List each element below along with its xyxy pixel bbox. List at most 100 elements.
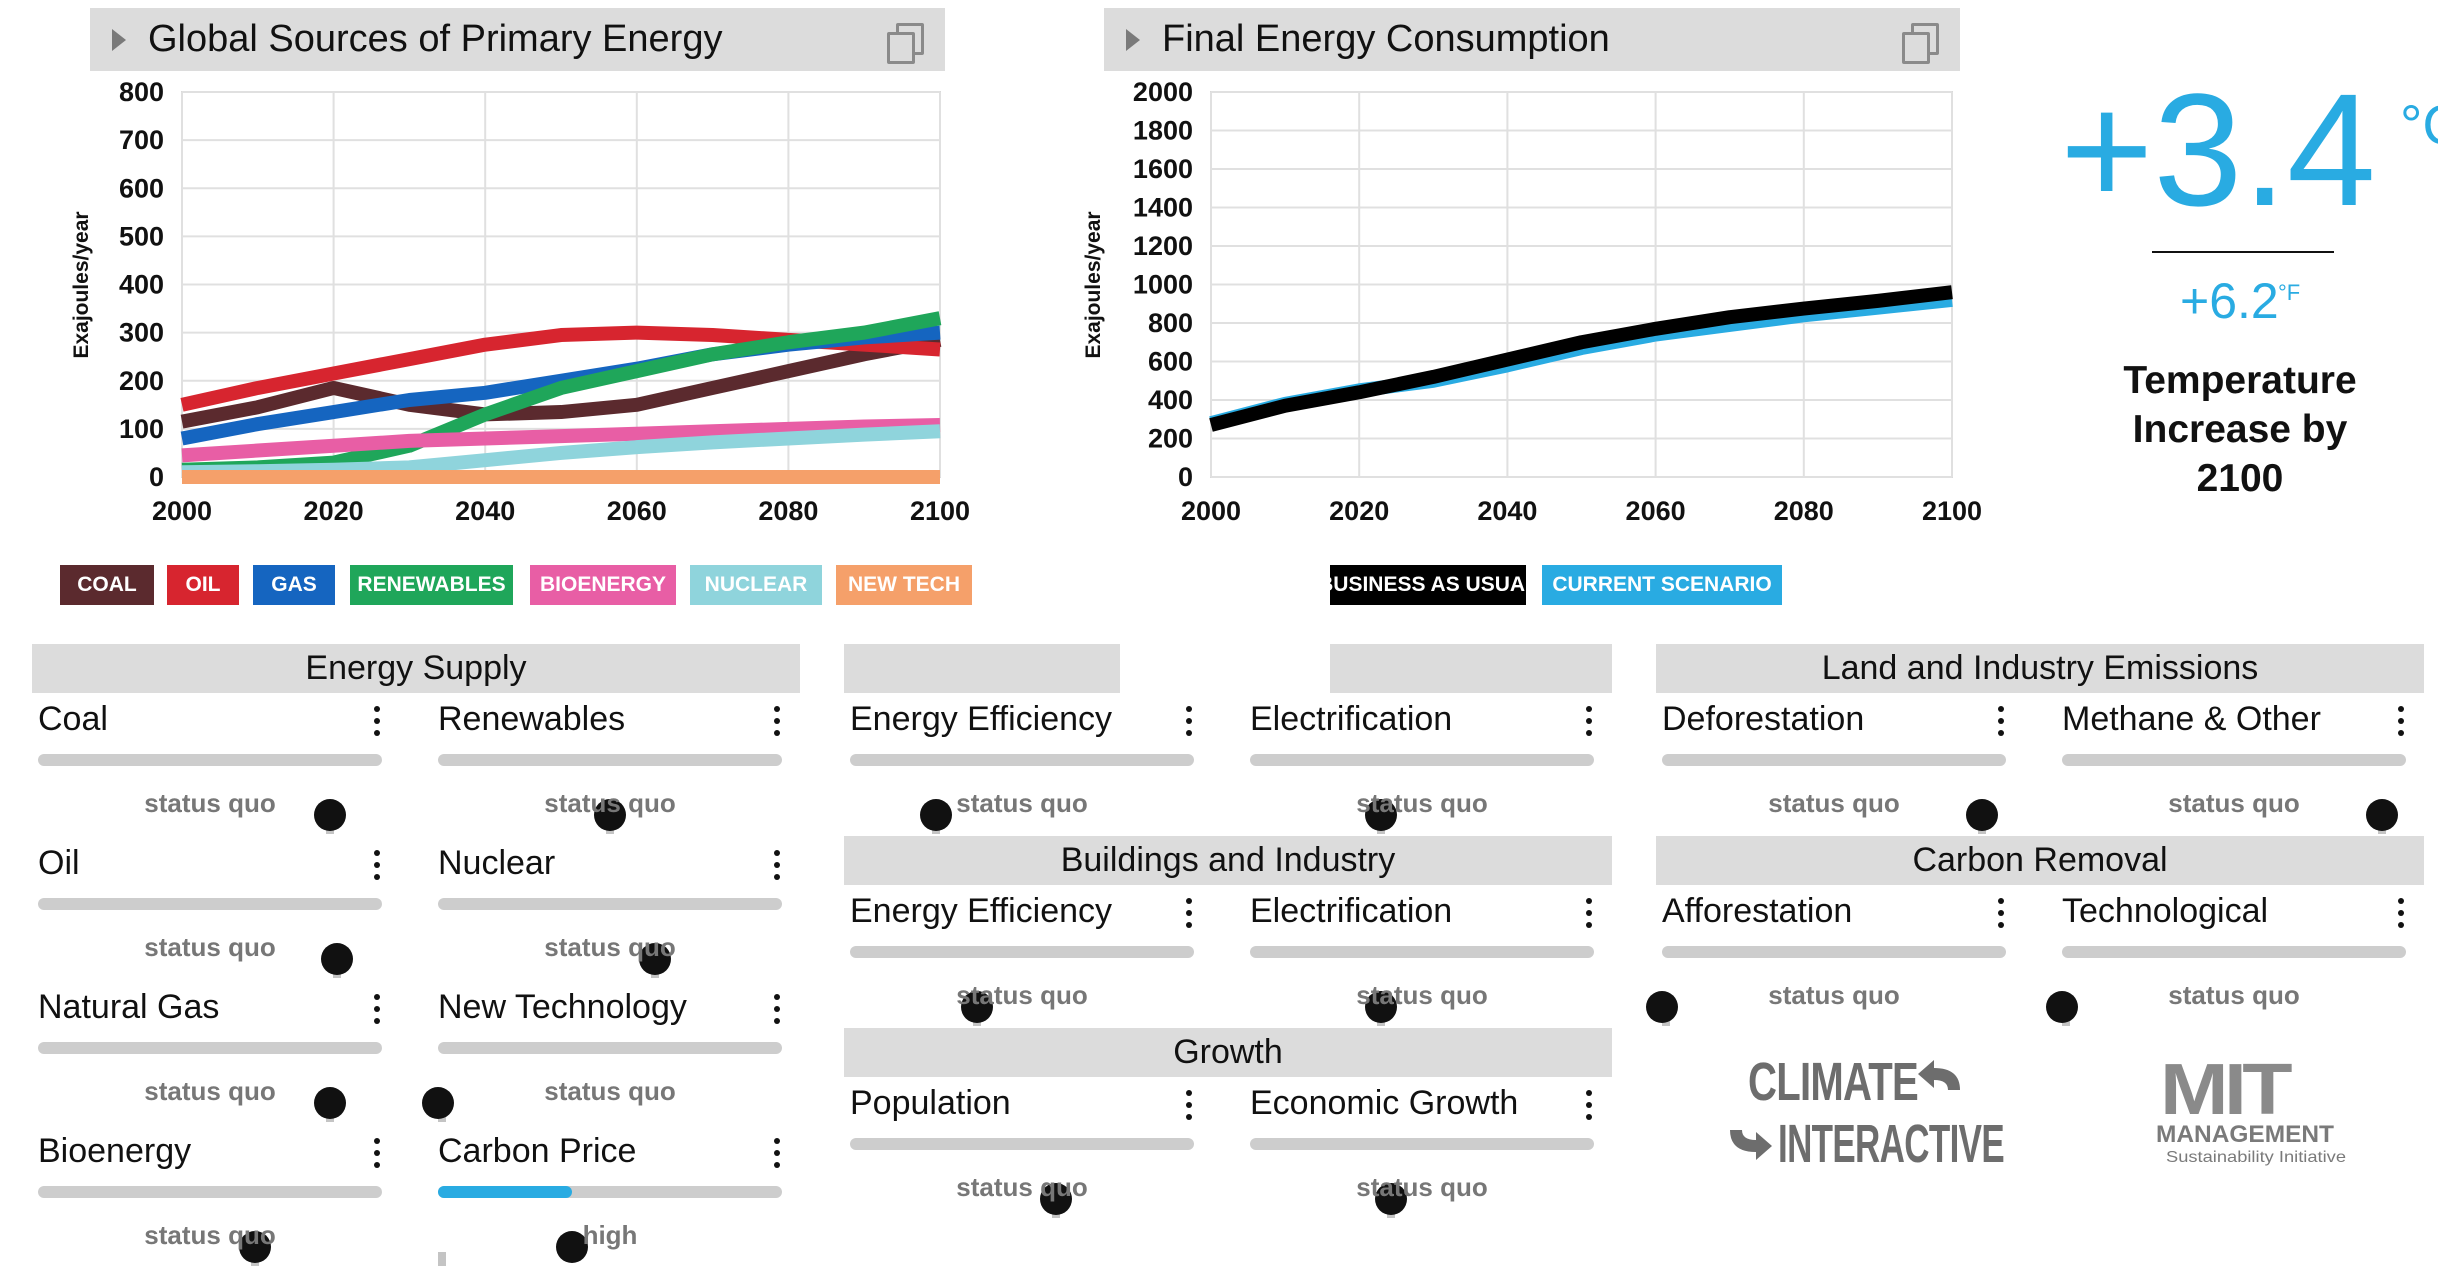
- more-menu-icon[interactable]: [374, 994, 380, 1024]
- temperature-fahrenheit: +6.2: [2180, 273, 2279, 329]
- slider-track[interactable]: [38, 1186, 382, 1266]
- slider-track[interactable]: [850, 1138, 1194, 1218]
- slider-track[interactable]: [850, 946, 1194, 1026]
- expand-triangle-icon[interactable]: [112, 28, 126, 51]
- copy-icon[interactable]: [1902, 22, 1939, 64]
- slider-thumb[interactable]: [594, 799, 626, 831]
- slider-technological[interactable]: Technological status quo: [2046, 892, 2412, 1026]
- legend-nuclear[interactable]: NUCLEAR: [690, 565, 822, 605]
- more-menu-icon[interactable]: [2398, 706, 2404, 736]
- slider-track[interactable]: [38, 1042, 382, 1122]
- slider-thumb[interactable]: [1965, 799, 1998, 831]
- primary-x-tick-label: 2020: [304, 496, 364, 526]
- legend-current-scenario[interactable]: CURRENT SCENARIO: [1542, 565, 1782, 605]
- temperature-celsius: +3.4: [2060, 60, 2376, 239]
- more-menu-icon[interactable]: [774, 994, 780, 1024]
- slider-thumb[interactable]: [1646, 991, 1678, 1023]
- slider-track[interactable]: [850, 754, 1194, 834]
- more-menu-icon[interactable]: [374, 706, 380, 736]
- slider-economic-growth[interactable]: Economic Growth status quo: [1244, 1084, 1600, 1218]
- slider-buildings-energy-efficiency[interactable]: Energy Efficiency status quo: [844, 892, 1200, 1026]
- copy-icon[interactable]: [887, 22, 924, 64]
- more-menu-icon[interactable]: [1586, 706, 1592, 736]
- more-menu-icon[interactable]: [1586, 898, 1592, 928]
- slider-track[interactable]: [1250, 754, 1594, 834]
- slider-status: status quo: [2168, 980, 2300, 1010]
- slider-thumb[interactable]: [422, 1087, 454, 1119]
- slider-track[interactable]: [38, 754, 382, 834]
- slider-track[interactable]: [438, 1186, 782, 1266]
- slider-thumb[interactable]: [638, 943, 671, 975]
- slider-thumb[interactable]: [2046, 991, 2078, 1023]
- slider-label: Coal: [38, 700, 108, 738]
- slider-coal[interactable]: Coal status quo: [32, 700, 388, 834]
- slider-bioenergy[interactable]: Bioenergy status quo: [32, 1132, 388, 1266]
- climate-interactive-logo[interactable]: CLIMATE INTERACTIVE: [1720, 1050, 2020, 1170]
- slider-label: Energy Efficiency: [850, 892, 1113, 930]
- legend-renewables[interactable]: RENEWABLES: [350, 565, 513, 605]
- legend-gas[interactable]: GAS: [253, 565, 335, 605]
- more-menu-icon[interactable]: [1998, 898, 2004, 928]
- slider-status: status quo: [956, 1172, 1088, 1202]
- primary-chart-header[interactable]: Global Sources of Primary Energy: [90, 8, 945, 71]
- primary-y-tick-label: 700: [119, 125, 164, 155]
- more-menu-icon[interactable]: [2398, 898, 2404, 928]
- slider-new-technology[interactable]: New Technology status quo: [422, 988, 788, 1122]
- legend-business-as-usual[interactable]: BUSINESS AS USUAL: [1330, 565, 1526, 605]
- slider-track[interactable]: [2046, 946, 2406, 1026]
- legend-oil[interactable]: OIL: [167, 565, 239, 605]
- more-menu-icon[interactable]: [1186, 898, 1192, 928]
- more-menu-icon[interactable]: [1998, 706, 2004, 736]
- slider-thumb[interactable]: [1364, 991, 1397, 1023]
- expand-triangle-icon[interactable]: [1126, 28, 1140, 51]
- legend-bioenergy[interactable]: BIOENERGY: [530, 565, 676, 605]
- slider-track[interactable]: [438, 898, 782, 978]
- slider-track[interactable]: [1646, 946, 2006, 1026]
- slider-track[interactable]: [1250, 946, 1594, 1026]
- legend-coal[interactable]: COAL: [60, 565, 154, 605]
- slider-track[interactable]: [38, 898, 382, 978]
- slider-buildings-electrification[interactable]: Electrification status quo: [1244, 892, 1600, 1026]
- more-menu-icon[interactable]: [774, 706, 780, 736]
- legend-new-tech[interactable]: NEW TECH: [836, 565, 972, 605]
- slider-thumb[interactable]: [1364, 799, 1397, 831]
- slider-deforestation[interactable]: Deforestation status quo: [1656, 700, 2012, 834]
- slider-thumb[interactable]: [1375, 1183, 1408, 1215]
- final-y-tick-label: 400: [1148, 385, 1193, 415]
- more-menu-icon[interactable]: [774, 850, 780, 880]
- slider-thumb[interactable]: [961, 991, 994, 1023]
- slider-thumb[interactable]: [314, 1087, 347, 1119]
- slider-natural-gas[interactable]: Natural Gas status quo: [32, 988, 388, 1122]
- slider-thumb[interactable]: [2365, 799, 2398, 831]
- slider-track[interactable]: [2062, 754, 2406, 834]
- more-menu-icon[interactable]: [774, 1138, 780, 1168]
- slider-transport-electrification[interactable]: Electrification status quo: [1244, 700, 1600, 834]
- slider-oil[interactable]: Oil status quo: [32, 844, 388, 978]
- slider-afforestation[interactable]: Afforestation status quo: [1646, 892, 2012, 1026]
- final-chart-header[interactable]: Final Energy Consumption: [1104, 8, 1960, 71]
- slider-track[interactable]: [1662, 754, 2006, 834]
- slider-label: Electrification: [1250, 700, 1453, 738]
- slider-renewables[interactable]: Renewables status quo: [432, 700, 788, 834]
- more-menu-icon[interactable]: [1186, 1090, 1192, 1120]
- mit-management-logo[interactable]: MIT MANAGEMENT Sustainability Initiative: [2150, 1050, 2350, 1170]
- more-menu-icon[interactable]: [1186, 706, 1192, 736]
- slider-track[interactable]: [438, 754, 782, 834]
- slider-thumb[interactable]: [920, 799, 952, 831]
- slider-thumb[interactable]: [321, 943, 354, 975]
- primary-chart-title: Global Sources of Primary Energy: [148, 18, 723, 60]
- slider-label: Energy Efficiency: [850, 700, 1113, 738]
- slider-track[interactable]: [1250, 1138, 1594, 1218]
- slider-population[interactable]: Population status quo: [844, 1084, 1200, 1218]
- slider-nuclear[interactable]: Nuclear status quo: [432, 844, 788, 978]
- more-menu-icon[interactable]: [374, 1138, 380, 1168]
- more-menu-icon[interactable]: [1586, 1090, 1592, 1120]
- more-menu-icon[interactable]: [374, 850, 380, 880]
- slider-carbon-price[interactable]: Carbon Price high: [432, 1132, 788, 1266]
- slider-thumb[interactable]: [1040, 1183, 1073, 1215]
- slider-thumb[interactable]: [314, 799, 347, 831]
- slider-transport-energy-efficiency[interactable]: Energy Efficiency status quo: [844, 700, 1200, 834]
- slider-track[interactable]: [422, 1042, 782, 1122]
- slider-status: high: [582, 1220, 638, 1250]
- slider-methane-other[interactable]: Methane & Other status quo: [2056, 700, 2412, 834]
